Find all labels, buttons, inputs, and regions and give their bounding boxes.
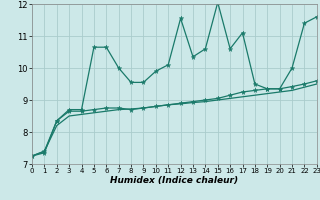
X-axis label: Humidex (Indice chaleur): Humidex (Indice chaleur) (110, 176, 238, 185)
